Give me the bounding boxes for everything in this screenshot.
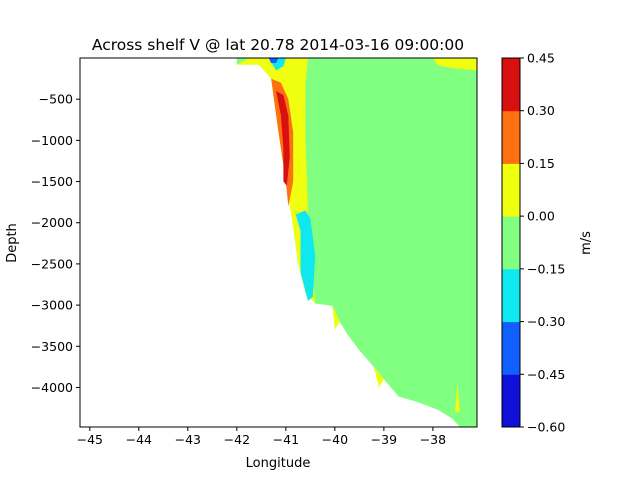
chart-title: Across shelf V @ lat 20.78 2014-03-16 09…: [92, 36, 464, 54]
plot-frame: [79, 57, 478, 428]
colorbar-tick-label: 0.30: [527, 103, 555, 118]
x-tick-label: −44: [126, 432, 152, 447]
colorbar-ticks: −0.60 −0.45 −0.30 −0.15 0.00 0.15 0.30 0.45: [520, 51, 565, 435]
colorbar: [502, 58, 520, 428]
colorbar-segment: [502, 110, 520, 164]
y-tick-label: −4000: [31, 380, 73, 395]
contour-fill-7: [332, 305, 340, 330]
colorbar-tick-label: 0.00: [527, 209, 555, 224]
x-axis-label: Longitude: [246, 456, 311, 471]
colorbar-tick-label: 0.15: [527, 156, 555, 171]
y-tick-label: −1000: [31, 133, 73, 148]
colorbar-segment: [502, 163, 520, 217]
x-tick-label: −45: [77, 432, 103, 447]
colorbar-segment: [502, 321, 520, 375]
colorbar-tick-label: −0.30: [527, 314, 565, 329]
contour-fill-8: [371, 364, 384, 388]
y-tick-label: −500: [39, 92, 73, 107]
y-tick-label: −3000: [31, 298, 73, 313]
x-tick-label: −40: [322, 432, 348, 447]
contour-fill-4: [295, 210, 316, 301]
contour-fill-9: [454, 383, 460, 413]
y-axis-label: Depth: [5, 223, 20, 263]
x-tick-label: −38: [420, 432, 446, 447]
y-tick-label: −2000: [31, 215, 73, 230]
x-tick-label: −42: [224, 432, 250, 447]
colorbar-tick-label: 0.45: [527, 51, 555, 66]
x-axis: −45 −44 −43 −42 −41 −40 −39 −38: [77, 427, 446, 447]
plot-area: [80, 58, 477, 427]
colorbar-frame: [501, 57, 521, 428]
colorbar-label: m/s: [579, 231, 594, 255]
y-tick-label: −3500: [31, 339, 73, 354]
colorbar-segment: [502, 216, 520, 270]
colorbar-segment: [502, 58, 520, 112]
colorbar-tick-label: −0.60: [527, 420, 565, 435]
x-tick-label: −39: [371, 432, 397, 447]
contour-fill-0: [236, 58, 316, 304]
x-tick-label: −41: [273, 432, 299, 447]
y-tick-label: −1500: [31, 174, 73, 189]
colorbar-tick-label: −0.15: [527, 261, 565, 276]
colorbar-tick-label: −0.45: [527, 367, 565, 382]
contour-fill-1: [432, 58, 477, 71]
contour-fill-3: [276, 90, 290, 186]
y-axis: −500 −1000 −1500 −2000 −2500 −3000 −3500 −4000: [31, 92, 80, 395]
x-tick-label: −43: [175, 432, 201, 447]
colorbar-segment: [502, 374, 520, 428]
y-tick-label: −2500: [31, 256, 73, 271]
colorbar-segment: [502, 268, 520, 323]
contour-fill-6: [268, 58, 279, 63]
